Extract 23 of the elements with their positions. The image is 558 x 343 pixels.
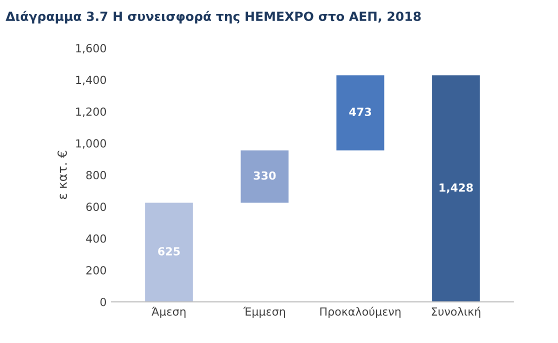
x-tick-label: Συνολική: [432, 306, 480, 318]
y-tick-label: 200: [86, 266, 106, 274]
bar: [145, 202, 193, 302]
y-tick-label: 800: [86, 170, 106, 180]
y-tick-label: 1,200: [76, 107, 106, 117]
data-label: 625: [158, 247, 180, 256]
y-tick-label: 400: [86, 234, 106, 243]
x-tick-label: Άμεση: [152, 306, 186, 318]
bar: [240, 150, 289, 203]
y-tick-label: 1,400: [76, 76, 106, 86]
data-label: 1,428: [440, 183, 473, 194]
y-axis-title: ε κατ. €: [57, 150, 67, 199]
y-tick-label: 600: [86, 202, 106, 212]
bar: [336, 75, 384, 150]
y-tick-label: 0: [100, 298, 106, 306]
x-tick-label: Προκαλούμενη: [320, 306, 400, 318]
x-tick-label: Έμμεση: [243, 306, 285, 318]
y-tick-label: 1,600: [76, 44, 106, 54]
data-label: 330: [254, 171, 276, 180]
y-tick-label: 1,000: [76, 139, 106, 149]
chart-title: Διάγραμμα 3.7 Η συνεισφορά της HEMEXPO στο ΑΕΠ, 2018: [6, 10, 421, 24]
data-label: 473: [349, 108, 372, 116]
bar: [432, 75, 480, 302]
